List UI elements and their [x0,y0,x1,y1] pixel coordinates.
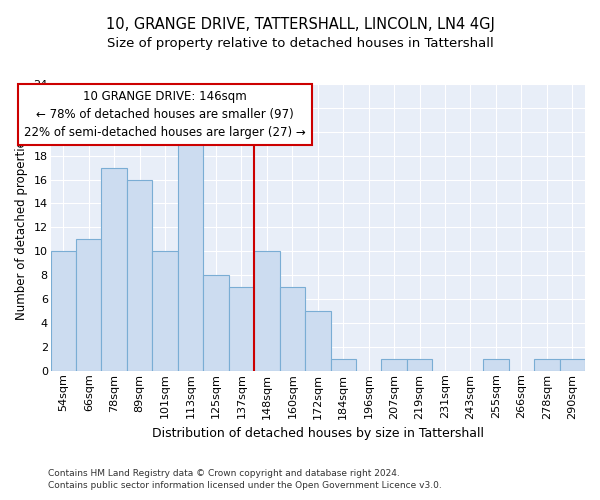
Bar [305,311,331,371]
Bar [229,287,254,371]
Bar [127,180,152,371]
Bar [178,144,203,371]
Bar [203,275,229,371]
Text: Size of property relative to detached houses in Tattershall: Size of property relative to detached ho… [107,38,493,51]
Bar [280,287,305,371]
Bar [50,252,76,371]
Bar [560,359,585,371]
Bar [101,168,127,371]
Bar [483,359,509,371]
Bar [534,359,560,371]
Text: 10, GRANGE DRIVE, TATTERSHALL, LINCOLN, LN4 4GJ: 10, GRANGE DRIVE, TATTERSHALL, LINCOLN, … [106,18,494,32]
Bar [382,359,407,371]
Bar [407,359,433,371]
X-axis label: Distribution of detached houses by size in Tattershall: Distribution of detached houses by size … [152,427,484,440]
Bar [76,240,101,371]
Y-axis label: Number of detached properties: Number of detached properties [15,134,28,320]
Text: Contains HM Land Registry data © Crown copyright and database right 2024.: Contains HM Land Registry data © Crown c… [48,468,400,477]
Bar [331,359,356,371]
Bar [254,252,280,371]
Text: 10 GRANGE DRIVE: 146sqm
← 78% of detached houses are smaller (97)
22% of semi-de: 10 GRANGE DRIVE: 146sqm ← 78% of detache… [24,90,306,139]
Text: Contains public sector information licensed under the Open Government Licence v3: Contains public sector information licen… [48,481,442,490]
Bar [152,252,178,371]
